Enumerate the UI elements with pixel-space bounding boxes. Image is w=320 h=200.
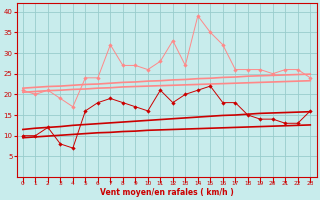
X-axis label: Vent moyen/en rafales ( km/h ): Vent moyen/en rafales ( km/h ) [100, 188, 234, 197]
